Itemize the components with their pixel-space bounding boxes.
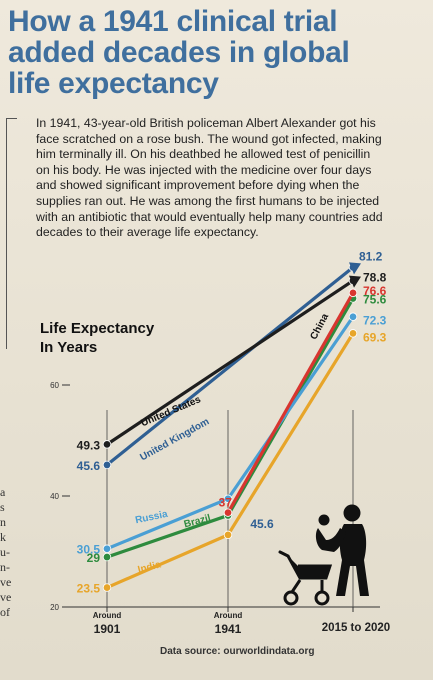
china-value-label: 76.6 <box>363 284 387 298</box>
x-tick-label: Around <box>214 611 243 620</box>
chart-title: In Years <box>40 339 97 356</box>
y-tick-label: 40 <box>50 492 59 501</box>
russia-point <box>348 312 358 321</box>
headline: How a 1941 clinical trial added decades … <box>8 5 350 100</box>
india-point <box>348 329 358 338</box>
mother-child-icon <box>315 504 369 596</box>
x-tick-label: 2015 to 2020 <box>322 622 390 634</box>
chart-lines <box>102 262 361 592</box>
china-value-label: 37 <box>219 496 233 510</box>
united-kingdom-arrowhead <box>349 262 361 275</box>
united-states-arrowhead <box>349 275 361 288</box>
united-states-line <box>105 279 355 446</box>
data-source: Data source: ourworldindata.org <box>160 646 315 657</box>
china-point <box>348 288 358 298</box>
brazil-value-label: 29 <box>87 551 101 565</box>
side-text-line: k <box>0 530 6 544</box>
india-point <box>102 583 112 592</box>
chart-axes: 20 40 60 Around 1901 Around 1941 2015 to 2020 Li… <box>40 320 390 636</box>
chart-icons <box>278 504 369 606</box>
united-states-value-label: 49.3 <box>77 438 101 452</box>
brazil-point <box>102 552 112 562</box>
side-text-line: of <box>0 605 10 619</box>
india-value-label: 23.5 <box>77 582 101 596</box>
united-kingdom-point <box>102 460 112 470</box>
side-text-line: n <box>0 515 6 529</box>
x-tick-label: 1901 <box>94 622 121 636</box>
russia-point <box>223 494 233 503</box>
intro-paragraph: In 1941, 43-year-old British policeman A… <box>36 116 383 240</box>
side-text-line: ve <box>0 575 12 589</box>
stroller-icon <box>278 550 333 606</box>
russia-value-label: 30.5 <box>77 543 101 557</box>
united-kingdom-value-label: 81.2 <box>359 249 383 263</box>
side-text-line: u- <box>0 545 10 559</box>
side-text-line: n- <box>0 560 10 574</box>
united-states-value-label: 78.8 <box>363 271 387 285</box>
intro-bracket <box>6 118 17 349</box>
y-tick-label: 20 <box>50 603 59 612</box>
brazil-value-label: 75.6 <box>363 292 387 306</box>
united-kingdom-value-label: 45.6 <box>77 459 101 473</box>
russia-point <box>102 544 112 553</box>
adjacent-column-fragment: a s n k u- n- ve ve of <box>0 485 14 620</box>
chart-title: Life Expectancy <box>40 320 155 337</box>
india-value-label: 69.3 <box>363 330 387 344</box>
annotation-label: 45.6 <box>250 517 274 531</box>
china-point <box>223 508 233 517</box>
india-series-name: India <box>137 559 163 575</box>
united-kingdom-line <box>105 265 355 467</box>
side-text-line: s <box>0 500 5 514</box>
side-text-line: a <box>0 485 6 499</box>
x-tick-label: 1941 <box>215 622 242 636</box>
india-point <box>223 530 233 540</box>
side-text-line: ve <box>0 590 12 604</box>
china-line <box>226 291 355 515</box>
united-states-point <box>102 440 112 449</box>
russia-value-label: 72.3 <box>363 314 387 328</box>
x-tick-label: Around <box>93 611 122 620</box>
y-tick-label: 60 <box>50 381 59 390</box>
